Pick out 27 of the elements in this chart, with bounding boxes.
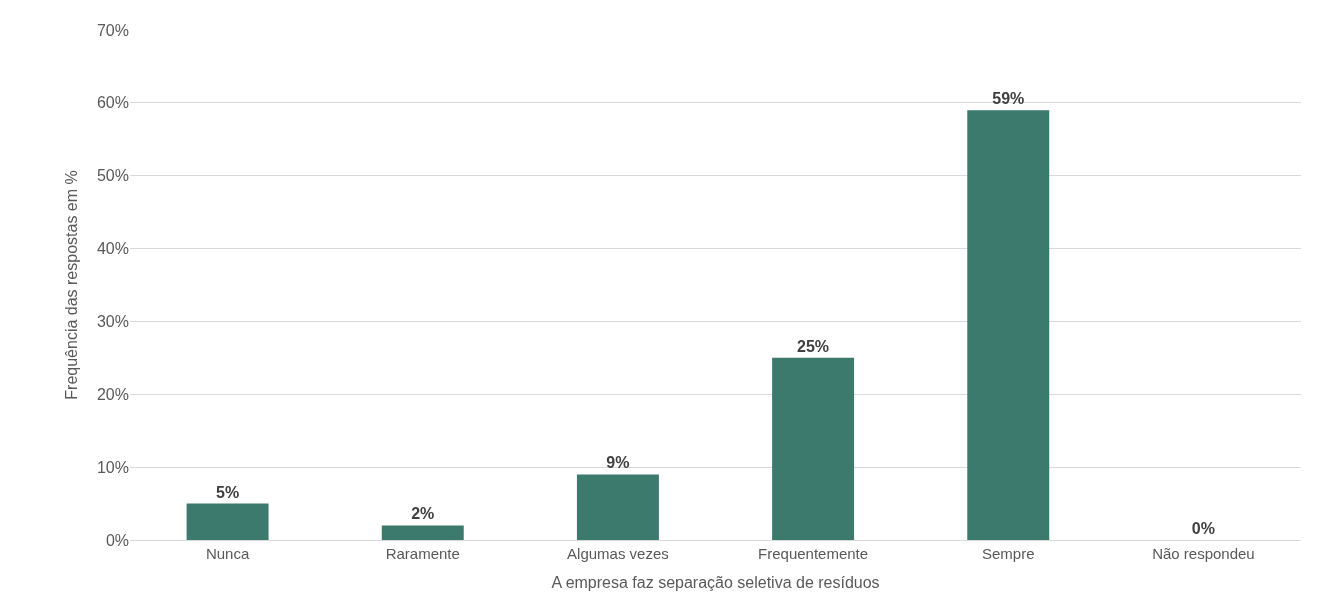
data-label: 9% [606,454,630,472]
data-label: 2% [411,505,435,523]
y-tick-label: 50% [96,167,129,185]
x-tick-label: Raramente [385,545,460,562]
x-tick-label: Não respondeu [1152,545,1255,562]
y-tick-label: 40% [96,240,129,258]
y-tick-label: 10% [96,458,129,476]
x-tick-label: Nunca [205,545,250,562]
y-tick-label: 0% [105,531,129,549]
y-tick-label: 60% [96,94,129,112]
x-tick-label: Frequentemente [758,545,869,562]
data-label: 5% [216,483,240,501]
data-label: 0% [1191,520,1215,537]
y-axis-title: Frequência das respostas em % [62,170,80,400]
y-tick-label: 70% [96,21,129,39]
bar [576,474,659,540]
bar [186,503,269,540]
bar [381,525,464,540]
x-tick-label: Algumas vezes [567,545,669,562]
data-label: 25% [797,337,830,355]
bar [967,110,1050,540]
y-tick-label: 20% [96,385,129,403]
x-axis-title: A empresa faz separação seletiva de resíduos [551,573,880,591]
y-tick-label: 30% [96,313,129,331]
bar [772,357,855,540]
x-tick-label: Sempre [981,545,1035,562]
data-label: 59% [992,90,1025,108]
